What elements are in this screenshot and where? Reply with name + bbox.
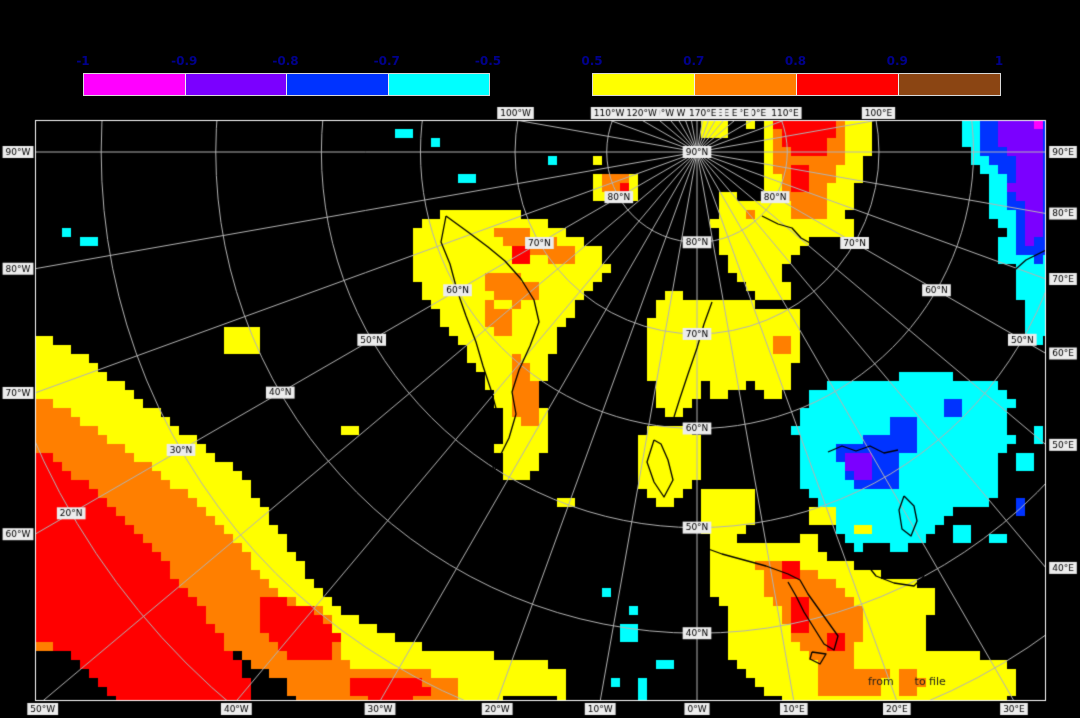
negative-colorbar-tick: -0.9: [171, 54, 198, 68]
positive-colorbar-segment: [796, 74, 898, 95]
positive-colorbar-segment: [694, 74, 796, 95]
negative-colorbar-tick: -1: [76, 54, 90, 68]
negative-colorbar: [83, 73, 490, 96]
positive-colorbar-tick: 0.8: [784, 54, 807, 68]
positive-colorbar: [592, 73, 1001, 96]
positive-colorbar-tick: 0.7: [683, 54, 705, 68]
positive-colorbar-tick: 0.9: [886, 54, 908, 68]
negative-colorbar-segment: [286, 74, 388, 95]
negative-colorbar-tick: -0.5: [474, 54, 502, 68]
negative-colorbar-tick: -0.8: [272, 54, 299, 68]
positive-colorbar-tick: 0.5: [581, 54, 603, 68]
negative-colorbar-tick: -0.7: [373, 54, 400, 68]
negative-colorbar-segment: [84, 74, 185, 95]
positive-colorbar-tick: 1: [994, 54, 1004, 68]
positive-colorbar-segment: [593, 74, 694, 95]
negative-colorbar-segment: [184, 74, 286, 95]
positive-colorbar-segment: [898, 74, 1000, 95]
negative-colorbar-segment: [387, 74, 489, 95]
